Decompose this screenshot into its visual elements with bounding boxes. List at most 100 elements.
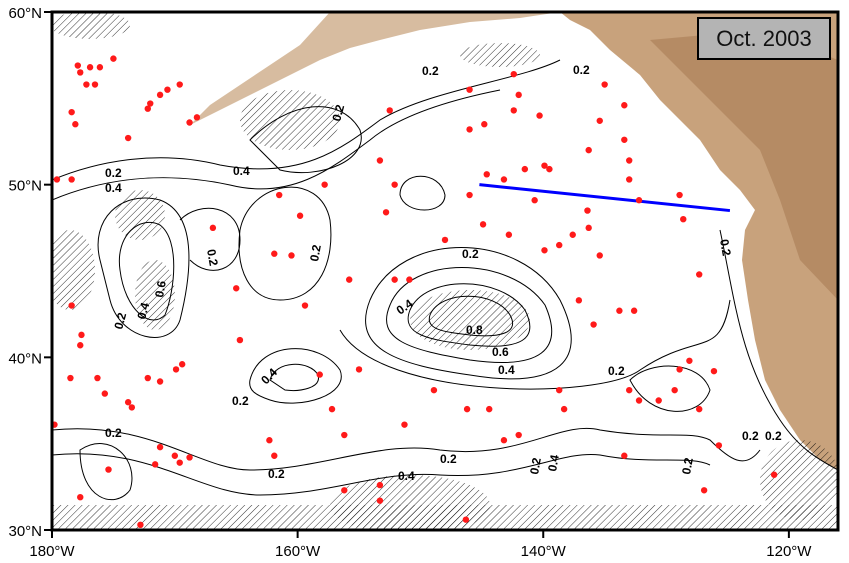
float-dot bbox=[521, 165, 529, 173]
contour-labels: 0.2 0.4 0.4 0.2 0.2 0.2 0.2 0.4 0.6 0.2 … bbox=[105, 63, 782, 483]
float-dot bbox=[481, 121, 488, 128]
float-dot bbox=[430, 386, 438, 394]
float-dot bbox=[164, 86, 171, 93]
float-dot bbox=[328, 405, 336, 413]
float-dot bbox=[635, 197, 643, 204]
float-dot bbox=[271, 250, 278, 257]
contour-lines bbox=[52, 59, 838, 500]
contour-label: 0.2 bbox=[204, 248, 221, 267]
float-dot bbox=[321, 181, 328, 188]
x-tick-label: 180°W bbox=[29, 543, 75, 560]
float-dot bbox=[515, 431, 522, 439]
float-dot bbox=[341, 431, 348, 439]
float-dot bbox=[505, 231, 513, 238]
float-dot bbox=[569, 231, 576, 238]
float-dot bbox=[346, 276, 353, 283]
float-dot bbox=[186, 454, 193, 461]
float-dot bbox=[596, 117, 603, 124]
float-dot bbox=[236, 336, 244, 344]
contour-label: 0.2 bbox=[307, 243, 324, 262]
float-dot bbox=[715, 442, 723, 449]
contour-label: 0.2 bbox=[111, 311, 129, 331]
contour-label: 0.2 bbox=[462, 247, 479, 261]
float-dot bbox=[696, 271, 703, 278]
float-dot bbox=[176, 81, 183, 88]
float-dot bbox=[68, 108, 75, 116]
contour-label: 0.2 bbox=[765, 429, 782, 443]
float-dot bbox=[128, 404, 136, 411]
contour-label: 0.2 bbox=[527, 456, 544, 475]
float-dot bbox=[486, 405, 493, 413]
float-dot bbox=[676, 366, 683, 373]
float-dot bbox=[209, 224, 217, 232]
float-dot bbox=[406, 276, 413, 283]
section-line bbox=[479, 183, 731, 213]
float-dot bbox=[91, 81, 99, 88]
float-dot bbox=[466, 126, 473, 133]
float-dot bbox=[441, 236, 449, 244]
float-dot bbox=[466, 191, 473, 199]
float-dot bbox=[391, 181, 398, 188]
float-dot bbox=[510, 70, 517, 78]
float-dot bbox=[510, 107, 517, 114]
contour-label: 0.2 bbox=[573, 63, 590, 77]
float-dot bbox=[110, 55, 117, 62]
float-dot bbox=[621, 102, 628, 109]
contour-label: 0.2 bbox=[440, 452, 457, 466]
float-dot bbox=[151, 461, 159, 468]
float-dot bbox=[296, 212, 304, 219]
float-dot bbox=[86, 64, 94, 71]
float-dot bbox=[74, 62, 81, 69]
float-dot bbox=[536, 112, 543, 119]
float-dot bbox=[515, 91, 522, 99]
float-dot bbox=[463, 405, 471, 413]
float-dot bbox=[77, 69, 84, 76]
float-dot bbox=[585, 224, 592, 232]
contour-label: 0.2 bbox=[268, 467, 285, 481]
float-dot bbox=[72, 121, 79, 128]
float-dot bbox=[316, 371, 323, 378]
float-dot bbox=[144, 105, 151, 112]
float-dot bbox=[556, 386, 563, 394]
contour-label: 0.2 bbox=[742, 429, 759, 443]
contour-label: 0.4 bbox=[545, 453, 562, 472]
float-dot bbox=[676, 191, 683, 199]
contour-label: 0.2 bbox=[329, 103, 347, 123]
float-dot bbox=[616, 307, 623, 314]
contour-label: 0.2 bbox=[679, 456, 696, 475]
float-dot bbox=[193, 114, 201, 121]
float-dot bbox=[376, 481, 384, 489]
float-dot bbox=[124, 134, 132, 142]
float-dot bbox=[94, 374, 101, 382]
float-dot bbox=[626, 386, 633, 394]
float-dot bbox=[77, 493, 84, 501]
float-dot bbox=[68, 302, 75, 309]
float-dot bbox=[172, 366, 180, 373]
float-dot bbox=[178, 361, 186, 368]
y-tick-label: 30°N bbox=[8, 523, 42, 540]
contour-label: 0.6 bbox=[492, 345, 509, 359]
float-dot bbox=[500, 176, 508, 183]
float-dot bbox=[584, 207, 591, 214]
float-dot bbox=[671, 386, 678, 394]
float-dot bbox=[137, 521, 144, 529]
float-dot bbox=[575, 297, 583, 304]
float-dot bbox=[105, 466, 112, 473]
float-dot bbox=[68, 176, 75, 183]
contour-label: 0.4 bbox=[498, 363, 515, 377]
float-dot bbox=[686, 357, 693, 364]
contour-label: 0.2 bbox=[232, 394, 249, 408]
land-alaska bbox=[190, 12, 560, 125]
float-dot bbox=[500, 437, 508, 444]
y-tick-label: 40°N bbox=[8, 350, 42, 367]
float-dot bbox=[626, 157, 633, 164]
float-dot bbox=[483, 171, 490, 178]
contour-label: 0.4 bbox=[105, 181, 122, 195]
contour-label: 0.4 bbox=[398, 469, 415, 483]
float-dot bbox=[156, 378, 164, 385]
contour-label: 0.4 bbox=[134, 301, 152, 321]
float-dot bbox=[382, 209, 390, 216]
float-dot bbox=[101, 390, 109, 397]
float-dot bbox=[176, 459, 183, 466]
date-label: Oct. 2003 bbox=[697, 17, 831, 60]
